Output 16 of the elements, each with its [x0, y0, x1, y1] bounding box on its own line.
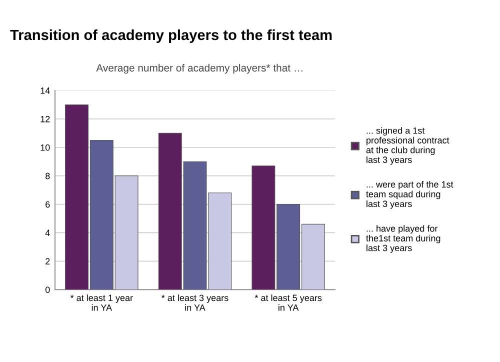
- y-tick-label: 4: [45, 230, 50, 236]
- legend-label: ... have played for the1st team during last 3 years: [366, 225, 440, 253]
- y-tick-label: 6: [46, 201, 50, 208]
- x-tick-label: * at least 1 year in YA: [70, 294, 133, 311]
- y-tick-label: 14: [40, 88, 50, 94]
- x-tick-label: * at least 5 years in YA: [254, 294, 322, 311]
- legend-label: ... signed a 1st professional contract at the club during last 3 years: [366, 127, 450, 165]
- y-tick-label: 12: [40, 116, 50, 122]
- legend-label: ... were part of the 1st team squad during last 3 years: [366, 180, 454, 209]
- y-tick-label: 2: [46, 258, 50, 264]
- y-tick-label: 0: [45, 286, 50, 293]
- chart-title: Transition of academy players to the first team: [10, 29, 332, 43]
- chart-subtitle: Average number of academy players* that …: [96, 64, 302, 74]
- y-tick-label: 10: [40, 144, 50, 151]
- x-tick-label: * at least 3 years in YA: [162, 294, 228, 311]
- y-tick-label: 8: [46, 172, 50, 180]
